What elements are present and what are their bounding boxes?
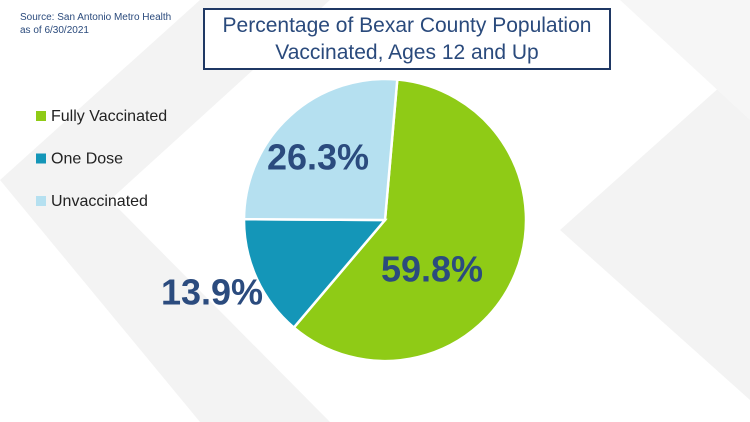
legend-swatch [36,111,46,121]
date-note: as of 6/30/2021 [20,25,89,36]
legend-swatch [36,153,46,164]
legend-swatch [36,196,46,206]
legend-label: One Dose [51,151,123,168]
data-label: 59.8% [381,249,483,290]
legend-label: Fully Vaccinated [51,108,167,125]
data-label: 13.9% [161,272,263,313]
pie-slice [292,78,528,363]
data-label: 26.3% [267,137,369,178]
source-note: Source: San Antonio Metro Health [20,12,172,23]
background-chevron [560,60,750,400]
background-chevron [0,0,330,422]
pie-slice [242,77,399,222]
legend-label: Unvaccinated [51,193,148,210]
pie-slice [242,217,388,330]
background-chevron [620,0,750,120]
chart-title: Percentage of Bexar County Population Va… [203,8,611,70]
